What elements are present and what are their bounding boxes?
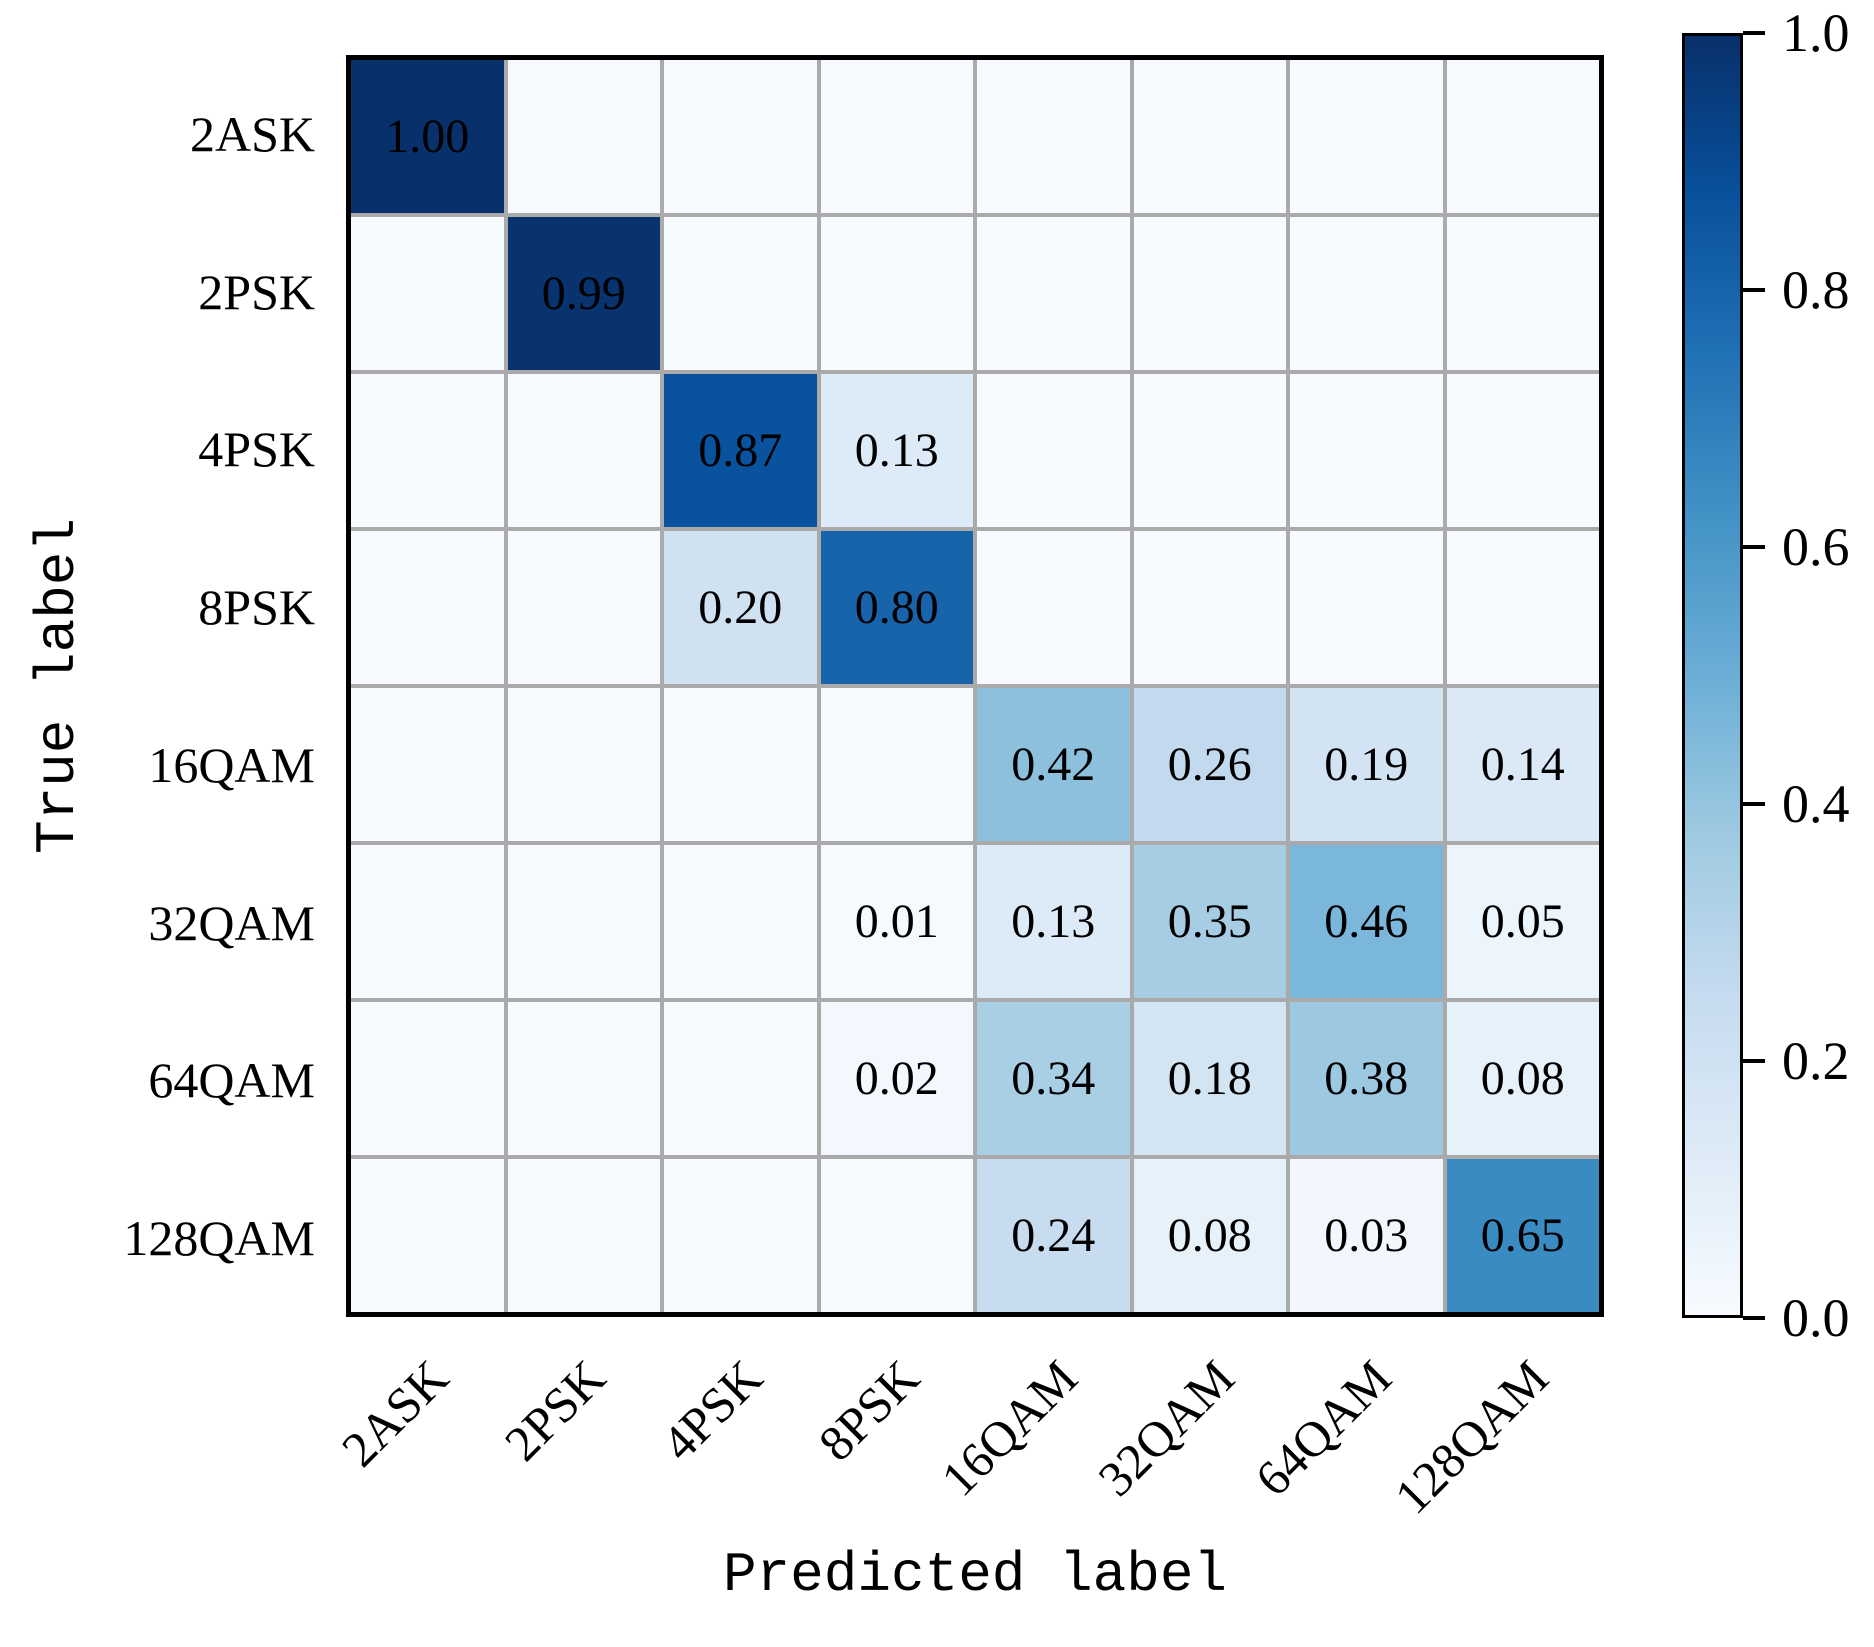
heatmap-cell (507, 845, 660, 998)
heatmap-cell (1290, 531, 1443, 684)
heatmap-cell: 0.38 (1290, 1002, 1443, 1155)
x-tick-label: 128QAM (1384, 1349, 1560, 1525)
heatmap-cell (664, 688, 817, 841)
heatmap-cell (507, 1159, 660, 1312)
heatmap-cell (351, 688, 504, 841)
y-tick-label: 8PSK (198, 579, 315, 636)
heatmap-cell: 0.13 (820, 374, 973, 527)
heatmap-cell (507, 374, 660, 527)
y-tick-label: 4PSK (198, 421, 315, 478)
colorbar-tick (1743, 288, 1765, 292)
heatmap-cell: 0.26 (1133, 688, 1286, 841)
heatmap-cell (351, 1002, 504, 1155)
x-tick-label: 4PSK (650, 1349, 773, 1472)
heatmap-cell (351, 217, 504, 370)
heatmap-cell (820, 217, 973, 370)
heatmap-cell: 0.03 (1290, 1159, 1443, 1312)
heatmap-cell (820, 60, 973, 213)
y-tick-label: 64QAM (148, 1052, 315, 1109)
heatmap-cell: 0.08 (1133, 1159, 1286, 1312)
heatmap-cell: 0.02 (820, 1002, 973, 1155)
heatmap-cell (1290, 217, 1443, 370)
y-tick-label: 2PSK (198, 263, 315, 320)
heatmap-cell (1133, 374, 1286, 527)
x-tick-label: 64QAM (1244, 1349, 1402, 1507)
colorbar-tick-label: 0.0 (1782, 1288, 1850, 1348)
heatmap-cell: 0.99 (507, 217, 660, 370)
heatmap-cell: 0.42 (977, 688, 1130, 841)
heatmap-cell (1133, 60, 1286, 213)
heatmap-grid: 1.00 0.99 0.87 0.13 0.20 0.80 0.42 0.26 0.19 0.14… (346, 55, 1604, 1317)
heatmap-cell: 0.24 (977, 1159, 1130, 1312)
heatmap-cell (507, 1002, 660, 1155)
heatmap-cell (351, 374, 504, 527)
heatmap-cell (664, 845, 817, 998)
heatmap-cell: 0.87 (664, 374, 817, 527)
colorbar-tick-label: 0.4 (1782, 774, 1850, 834)
heatmap-cell (351, 531, 504, 684)
colorbar-tick (1743, 545, 1765, 549)
heatmap-cell (507, 60, 660, 213)
heatmap-cell (664, 60, 817, 213)
x-tick-label: 8PSK (808, 1349, 931, 1472)
heatmap-cell (507, 531, 660, 684)
colorbar-tick (1743, 1316, 1765, 1320)
heatmap-cell: 0.14 (1446, 688, 1599, 841)
x-tick-label: 32QAM (1087, 1349, 1245, 1507)
y-axis-title: True label (26, 517, 90, 855)
heatmap-cell: 0.13 (977, 845, 1130, 998)
heatmap-cell (1290, 374, 1443, 527)
heatmap-cell (507, 688, 660, 841)
heatmap-cell (664, 1159, 817, 1312)
heatmap-cell (977, 217, 1130, 370)
colorbar-tick (1743, 31, 1765, 35)
heatmap-cell: 0.80 (820, 531, 973, 684)
colorbar-tick (1743, 802, 1765, 806)
x-tick-label: 2PSK (493, 1349, 616, 1472)
colorbar-gradient (1685, 36, 1740, 1315)
y-tick-label: 32QAM (148, 894, 315, 951)
heatmap-cell: 0.46 (1290, 845, 1443, 998)
heatmap-cell (1290, 60, 1443, 213)
colorbar-tick-label: 1.0 (1782, 3, 1850, 63)
heatmap-cell (977, 60, 1130, 213)
heatmap-cell (820, 1159, 973, 1312)
heatmap-cell (1446, 374, 1599, 527)
heatmap-cell (351, 845, 504, 998)
heatmap-cell: 0.19 (1290, 688, 1443, 841)
colorbar (1682, 33, 1743, 1318)
heatmap-cell (1446, 217, 1599, 370)
heatmap-cell: 0.05 (1446, 845, 1599, 998)
colorbar-tick-label: 0.2 (1782, 1031, 1850, 1091)
heatmap-cell (351, 1159, 504, 1312)
heatmap-cell (820, 688, 973, 841)
heatmap-cell (1133, 531, 1286, 684)
x-axis-title: Predicted label (722, 1543, 1228, 1607)
heatmap-cell (977, 531, 1130, 684)
heatmap-cell (664, 1002, 817, 1155)
colorbar-tick-label: 0.6 (1782, 517, 1850, 577)
heatmap-cell (1446, 531, 1599, 684)
heatmap-cell (664, 217, 817, 370)
heatmap-cell: 0.35 (1133, 845, 1286, 998)
heatmap-cell: 0.65 (1446, 1159, 1599, 1312)
y-tick-label: 16QAM (148, 736, 315, 793)
heatmap-cell: 0.34 (977, 1002, 1130, 1155)
heatmap-cell: 0.01 (820, 845, 973, 998)
colorbar-tick-label: 0.8 (1782, 260, 1850, 320)
colorbar-tick (1743, 1059, 1765, 1063)
heatmap-cell: 0.20 (664, 531, 817, 684)
heatmap-cell: 0.08 (1446, 1002, 1599, 1155)
heatmap-cell (1446, 60, 1599, 213)
heatmap-cell (977, 374, 1130, 527)
y-tick-label: 128QAM (123, 1210, 315, 1267)
heatmap-cell (1133, 217, 1286, 370)
heatmap-cell: 0.18 (1133, 1002, 1286, 1155)
y-tick-label: 2ASK (189, 105, 315, 162)
x-tick-label: 2ASK (330, 1349, 459, 1478)
heatmap-cell: 1.00 (351, 60, 504, 213)
x-tick-label: 16QAM (929, 1349, 1088, 1507)
